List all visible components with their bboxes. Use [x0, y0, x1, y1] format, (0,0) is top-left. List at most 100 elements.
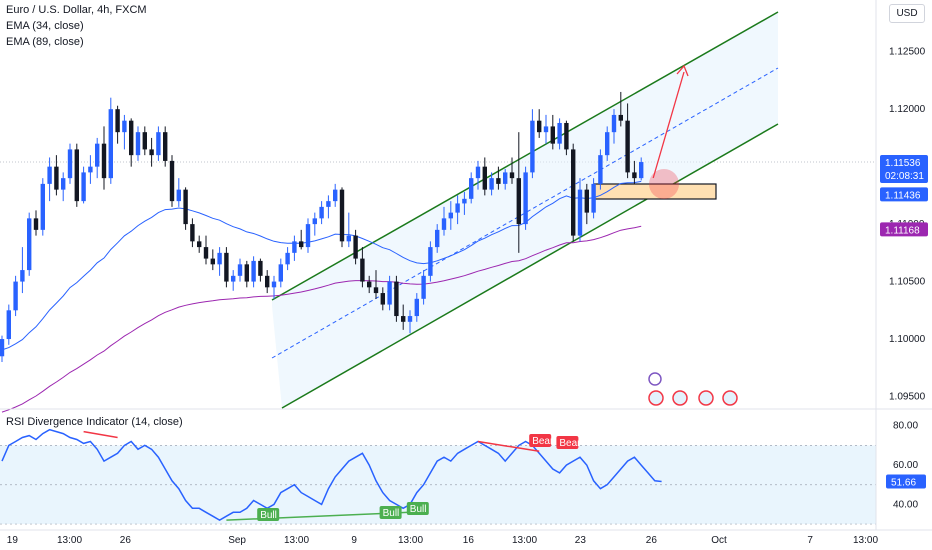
time-tick-label: 16	[463, 535, 475, 546]
candle-body	[74, 149, 79, 202]
bull-signal-label: Bull	[383, 508, 400, 519]
candle	[509, 157, 515, 184]
rsi-pane[interactable]: Bull Bull Bull Bear Bear	[0, 428, 876, 525]
time-tick-label: Sep	[228, 535, 246, 546]
candle	[557, 118, 562, 150]
candle-body	[251, 260, 256, 282]
candle	[101, 126, 107, 190]
candle-body	[537, 120, 542, 133]
candle	[142, 126, 147, 156]
rsi-tick-label: 80.00	[893, 421, 918, 432]
bull-signal-bg	[379, 506, 402, 519]
candle	[564, 120, 569, 156]
candle	[360, 247, 365, 288]
currency-selector[interactable]: USD	[889, 4, 925, 23]
time-tick-label: Oct	[711, 535, 727, 546]
price-tick-label: 1.12000	[889, 104, 926, 115]
candle-body	[237, 264, 243, 276]
candle	[489, 172, 494, 196]
bear-signal-bg	[529, 434, 552, 447]
rsi-tick-label: 40.00	[893, 499, 918, 510]
price-pane[interactable]	[0, 11, 876, 413]
candle	[224, 247, 229, 288]
event-flag-icon	[722, 390, 738, 406]
candle-body	[95, 143, 100, 167]
candle	[47, 157, 52, 202]
candle-body	[584, 189, 589, 213]
bull-signal-bg	[406, 502, 429, 515]
candle-body	[618, 114, 623, 121]
candle	[292, 235, 297, 261]
candle	[632, 160, 637, 184]
candle-body	[163, 132, 168, 161]
candle-body	[292, 241, 297, 253]
candle	[448, 201, 453, 230]
price-tick-label: 1.09500	[889, 392, 926, 403]
candle	[6, 304, 11, 345]
candle-body	[373, 287, 379, 294]
candle	[122, 114, 127, 150]
time-tick-label: 13:00	[512, 535, 537, 546]
candle	[54, 155, 59, 196]
candle-body	[20, 270, 25, 282]
candle	[95, 137, 100, 179]
candle-body	[305, 224, 311, 248]
candle-body	[475, 166, 481, 179]
candle	[40, 178, 45, 236]
price-tick-label: 1.10500	[889, 277, 926, 288]
candle-body	[40, 183, 45, 230]
event-flag-icon	[698, 390, 714, 406]
ema34-tag-bg	[880, 187, 928, 202]
candle-body	[496, 178, 501, 184]
rsi-tick-label: 60.00	[893, 460, 918, 471]
bull-signal-bg	[257, 508, 280, 521]
candle	[571, 143, 576, 242]
candle-body	[299, 241, 304, 248]
rsi-legend: RSI Divergence Indicator (14, close)	[6, 416, 183, 428]
candle	[475, 160, 481, 190]
candle-body	[591, 183, 596, 213]
candle-body	[258, 260, 263, 276]
candle-body	[611, 114, 617, 133]
candle-body	[414, 298, 419, 317]
candle	[129, 118, 134, 167]
candle	[577, 178, 583, 242]
event-lightning-icon	[648, 372, 662, 386]
candle-body	[523, 172, 528, 225]
candle-body	[632, 172, 637, 179]
candle-body	[156, 132, 161, 156]
candle-body	[577, 189, 583, 236]
candle-body	[482, 166, 487, 190]
ema34-line	[1, 180, 642, 351]
candle-body	[149, 149, 154, 156]
candle-body	[135, 132, 141, 156]
candle	[550, 114, 555, 150]
candle	[169, 155, 175, 207]
candle-body	[176, 189, 181, 202]
time-tick-label: 23	[575, 535, 587, 546]
bear-signal-label: Bear	[559, 438, 581, 449]
time-tick-label: 9	[351, 535, 357, 546]
candle	[305, 218, 311, 253]
candle	[203, 235, 209, 265]
candle	[462, 191, 467, 215]
countdown-tag: 02:08:31	[885, 171, 924, 182]
candle-body	[469, 178, 474, 199]
candle	[503, 168, 508, 190]
time-tick-label: 13:00	[284, 535, 309, 546]
candle	[176, 178, 181, 207]
candle	[74, 143, 79, 207]
time-tick-label: 26	[120, 535, 132, 546]
candle	[625, 103, 630, 179]
candle	[537, 109, 542, 138]
candle-body	[81, 172, 86, 202]
time-tick-label: 7	[807, 535, 813, 546]
candle-body	[231, 275, 236, 282]
candle-body	[333, 189, 338, 202]
ema89-tag: 1.11168	[885, 225, 920, 236]
event-flag-icon	[648, 390, 664, 406]
candle	[231, 270, 236, 291]
candle-body	[217, 252, 222, 265]
